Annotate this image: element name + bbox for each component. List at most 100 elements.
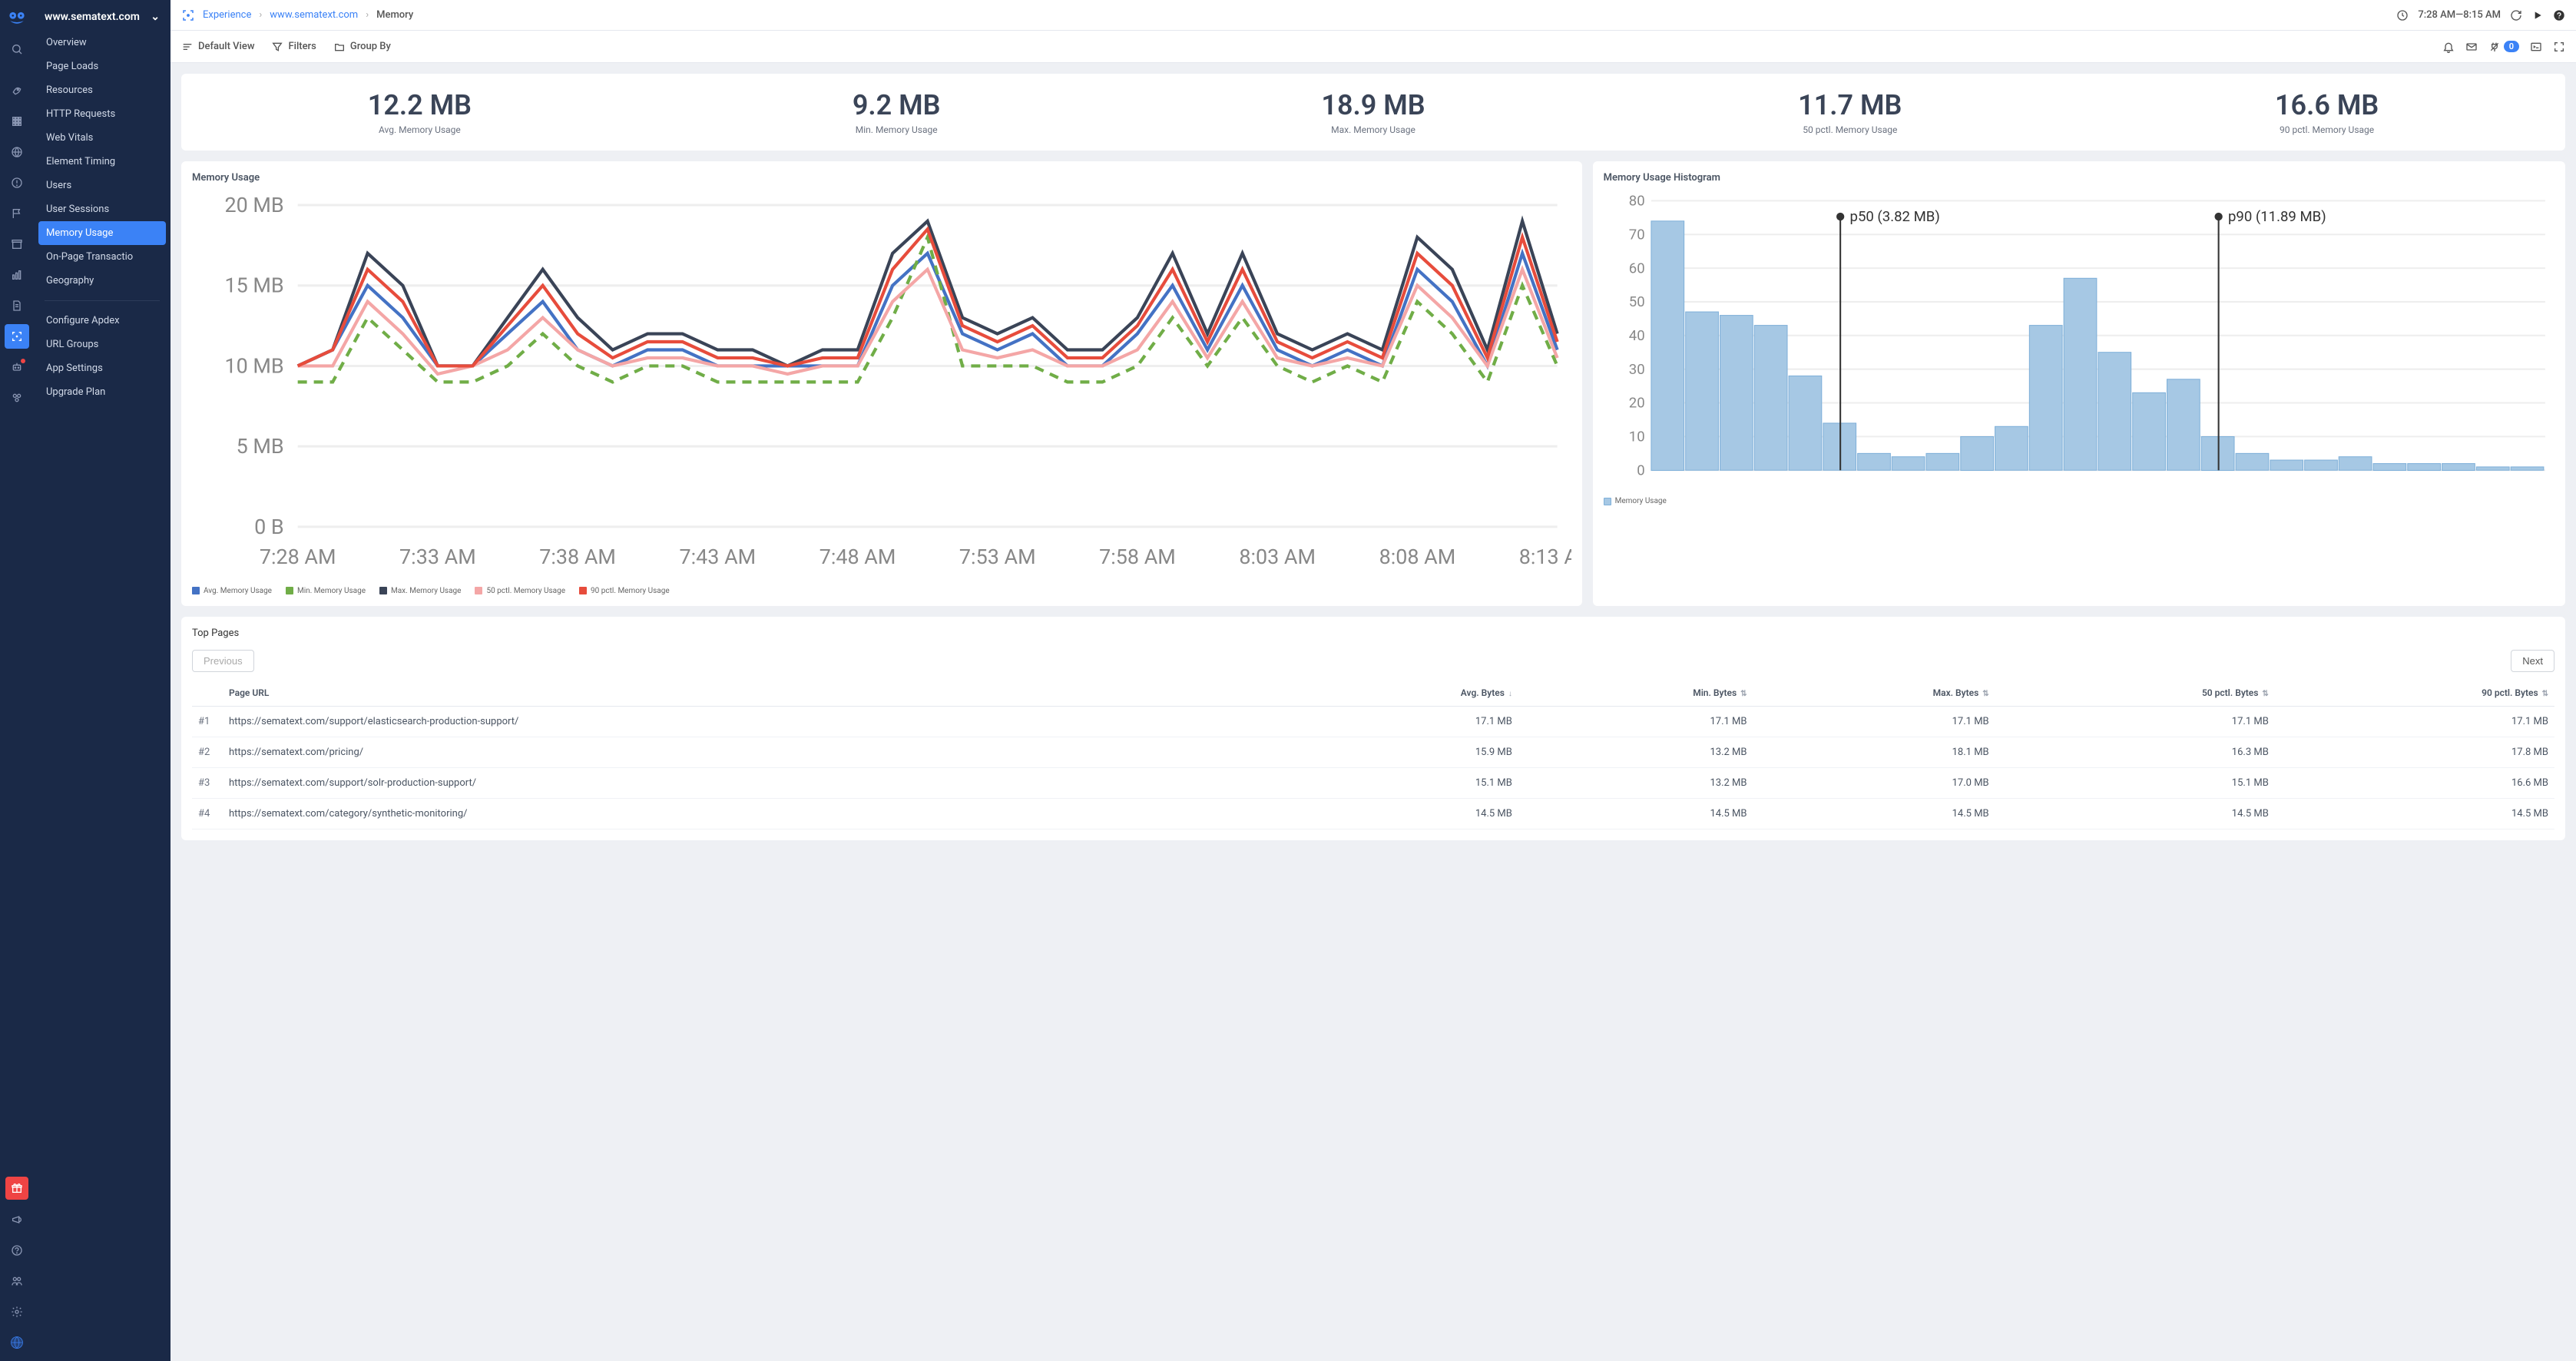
globe-icon[interactable] xyxy=(5,140,29,164)
sidebar-item-web-vitals[interactable]: Web Vitals xyxy=(34,126,171,150)
col-header[interactable]: Page URL xyxy=(223,680,1293,707)
stat: 16.6 MB90 pctl. Memory Usage xyxy=(2088,89,2565,135)
breadcrumb: Experience › www.sematext.com › Memory xyxy=(181,8,413,22)
col-header[interactable]: 90 pctl. Bytes ⇅ xyxy=(2275,680,2554,707)
main: Experience › www.sematext.com › Memory 7… xyxy=(171,0,2576,1361)
icon-rail xyxy=(0,0,34,1361)
histogram-chart[interactable]: 01020304050607080p50 (3.82 MB)p90 (11.89… xyxy=(1604,191,2554,492)
cluster-icon[interactable] xyxy=(5,386,29,410)
sidebar-item-http-requests[interactable]: HTTP Requests xyxy=(34,102,171,126)
next-button[interactable]: Next xyxy=(2511,650,2554,672)
megaphone-icon[interactable] xyxy=(5,1207,29,1232)
stat-label: Max. Memory Usage xyxy=(1135,124,1612,135)
stat: 11.7 MB50 pctl. Memory Usage xyxy=(1611,89,2088,135)
alert-icon[interactable] xyxy=(5,171,29,195)
svg-text:7:58 AM: 7:58 AM xyxy=(1099,545,1176,569)
stats-row: 12.2 MB Avg. Memory Usage9.2 MBMin. Memor… xyxy=(181,74,2565,151)
file-icon[interactable] xyxy=(5,293,29,318)
line-chart[interactable]: 0 B5 MB10 MB15 MB20 MB7:28 AM7:33 AM7:38… xyxy=(192,191,1571,582)
svg-text:15 MB: 15 MB xyxy=(224,273,283,298)
sidebar-item-page-loads[interactable]: Page Loads xyxy=(34,55,171,78)
svg-text:7:53 AM: 7:53 AM xyxy=(959,545,1036,569)
top-pages-table: Page URLAvg. Bytes ↓Min. Bytes ⇅Max. Byt… xyxy=(192,680,2554,830)
help-icon[interactable] xyxy=(5,1238,29,1263)
sidebar-item-users[interactable]: Users xyxy=(34,174,171,197)
topbar: Experience › www.sematext.com › Memory 7… xyxy=(171,0,2576,31)
team-icon[interactable] xyxy=(5,1269,29,1293)
sidebar-item-user-sessions[interactable]: User Sessions xyxy=(34,197,171,221)
gift-icon[interactable] xyxy=(5,1177,28,1200)
svg-text:5 MB: 5 MB xyxy=(237,434,284,459)
archive-icon[interactable] xyxy=(5,232,29,257)
crumb-mid[interactable]: www.sematext.com xyxy=(270,9,358,21)
chart-icon[interactable] xyxy=(5,263,29,287)
unplug-badge[interactable]: 0 xyxy=(2488,41,2519,53)
filters-tool[interactable]: Filters xyxy=(271,41,316,53)
gear-icon[interactable] xyxy=(5,1300,29,1324)
robot-icon[interactable] xyxy=(5,355,29,379)
logo-icon[interactable] xyxy=(6,6,28,28)
bell-icon[interactable] xyxy=(2442,41,2455,53)
sidebar-item-geography[interactable]: Geography xyxy=(34,269,171,293)
sidebar-item-app-settings[interactable]: App Settings xyxy=(34,356,171,380)
table-row[interactable]: #4https://sematext.com/category/syntheti… xyxy=(192,798,2554,829)
svg-text:7:43 AM: 7:43 AM xyxy=(679,545,756,569)
col-header[interactable]: Avg. Bytes ↓ xyxy=(1293,680,1518,707)
svg-text:10: 10 xyxy=(1628,429,1644,445)
svg-text:p90 (11.89 MB): p90 (11.89 MB) xyxy=(2228,208,2326,225)
clock-icon xyxy=(2396,9,2409,22)
rocket-icon[interactable] xyxy=(5,78,29,103)
svg-text:20: 20 xyxy=(1628,395,1644,412)
domain-label: www.sematext.com xyxy=(45,11,140,23)
sidebar-item-element-timing[interactable]: Element Timing xyxy=(34,150,171,174)
sidebar-item-overview[interactable]: Overview xyxy=(34,31,171,55)
play-icon[interactable] xyxy=(2531,9,2544,22)
svg-text:7:28 AM: 7:28 AM xyxy=(260,545,336,569)
sidebar-item-resources[interactable]: Resources xyxy=(34,78,171,102)
table-row[interactable]: #2https://sematext.com/pricing/15.9 MB13… xyxy=(192,737,2554,767)
table-row[interactable]: #1https://sematext.com/support/elasticse… xyxy=(192,706,2554,737)
svg-text:60: 60 xyxy=(1628,260,1644,277)
mail-icon[interactable] xyxy=(2465,41,2478,53)
svg-text:p50 (3.82 MB): p50 (3.82 MB) xyxy=(1849,208,1939,225)
histogram-title: Memory Usage Histogram xyxy=(1604,172,2554,184)
expand-icon[interactable] xyxy=(2553,41,2565,53)
sidebar-domain[interactable]: www.sematext.com ⌄ xyxy=(34,3,171,31)
col-header[interactable]: Min. Bytes ⇅ xyxy=(1518,680,1753,707)
stat-label: Avg. Memory Usage xyxy=(181,124,658,135)
sidebar-item-configure-apdex[interactable]: Configure Apdex xyxy=(34,309,171,333)
stat-label: 90 pctl. Memory Usage xyxy=(2088,124,2565,135)
crumb-root[interactable]: Experience xyxy=(203,9,251,21)
svg-text:50: 50 xyxy=(1628,293,1644,310)
hist-legend: Memory Usage xyxy=(1604,497,2554,505)
focus-icon xyxy=(181,8,195,22)
svg-text:20 MB: 20 MB xyxy=(224,193,283,217)
table-row[interactable]: #3https://sematext.com/support/solr-prod… xyxy=(192,767,2554,798)
help-icon[interactable] xyxy=(2553,9,2565,22)
sidebar-item-on-page-transactio[interactable]: On-Page Transactio xyxy=(34,245,171,269)
refresh-icon[interactable] xyxy=(2510,9,2522,22)
sidebar-item-upgrade-plan[interactable]: Upgrade Plan xyxy=(34,380,171,404)
focus-icon[interactable] xyxy=(5,324,29,349)
flag-icon[interactable] xyxy=(5,201,29,226)
col-header[interactable]: Max. Bytes ⇅ xyxy=(1753,680,1995,707)
sidebar-item-memory-usage[interactable]: Memory Usage xyxy=(38,221,166,245)
terminal-icon[interactable] xyxy=(2530,41,2542,53)
stat: 9.2 MBMin. Memory Usage xyxy=(658,89,1135,135)
search-icon[interactable] xyxy=(5,37,29,61)
svg-text:0 B: 0 B xyxy=(254,515,284,539)
svg-text:0: 0 xyxy=(1637,462,1644,479)
svg-text:40: 40 xyxy=(1628,327,1644,344)
svg-text:80: 80 xyxy=(1628,193,1644,210)
group-tool[interactable]: Group By xyxy=(333,41,391,53)
view-tool[interactable]: Default View xyxy=(181,41,254,53)
svg-text:70: 70 xyxy=(1628,226,1644,243)
stat-value: 12.2 MB xyxy=(181,89,658,121)
world-icon[interactable] xyxy=(5,1330,29,1355)
table-title: Top Pages xyxy=(192,628,2554,639)
prev-button[interactable]: Previous xyxy=(192,650,254,672)
grid-icon[interactable] xyxy=(5,109,29,134)
col-header[interactable]: 50 pctl. Bytes ⇅ xyxy=(1995,680,2275,707)
sidebar-item-url-groups[interactable]: URL Groups xyxy=(34,333,171,356)
time-range[interactable]: 7:28 AM—8:15 AM xyxy=(2418,9,2501,21)
